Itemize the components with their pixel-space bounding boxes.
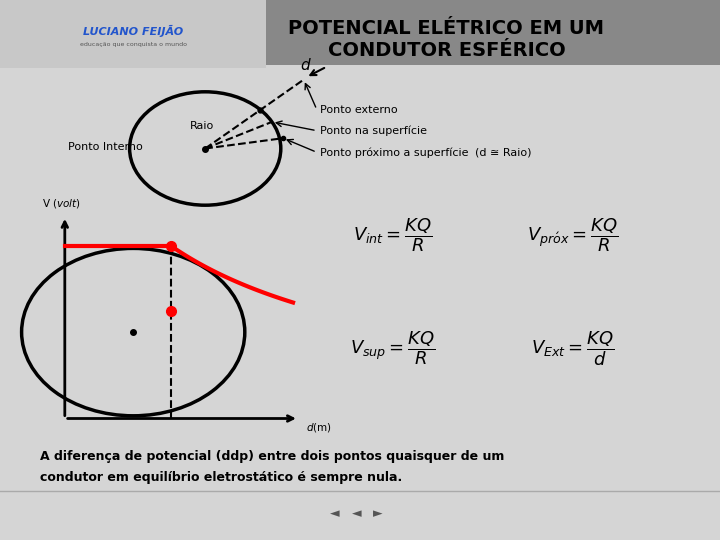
Text: V ($volt$): V ($volt$): [42, 197, 81, 210]
Text: educação que conquista o mundo: educação que conquista o mundo: [80, 42, 186, 47]
FancyBboxPatch shape: [0, 0, 720, 65]
Text: $d$(m): $d$(m): [306, 421, 332, 434]
Text: CONDUTOR ESFÉRICO: CONDUTOR ESFÉRICO: [328, 41, 565, 60]
Text: Ponto Interno: Ponto Interno: [68, 142, 143, 152]
FancyBboxPatch shape: [0, 0, 266, 68]
Text: POTENCIAL ELÉTRICO EM UM: POTENCIAL ELÉTRICO EM UM: [289, 19, 604, 38]
Text: Ponto próximo a superfície: Ponto próximo a superfície: [320, 147, 469, 158]
Text: condutor em equilíbrio eletrostático é sempre nula.: condutor em equilíbrio eletrostático é s…: [40, 471, 402, 484]
Text: Raio: Raio: [189, 121, 214, 131]
Text: A diferença de potencial (ddp) entre dois pontos quaisquer de um: A diferença de potencial (ddp) entre doi…: [40, 450, 504, 463]
Text: Ponto externo: Ponto externo: [320, 105, 398, 114]
Text: ►: ►: [373, 508, 383, 521]
Text: $V_{sup} = \dfrac{KQ}{R}$: $V_{sup} = \dfrac{KQ}{R}$: [350, 329, 435, 367]
Text: $V_{Ext} = \dfrac{KQ}{d}$: $V_{Ext} = \dfrac{KQ}{d}$: [531, 329, 614, 368]
Text: LUCIANO FEIJÃO: LUCIANO FEIJÃO: [83, 25, 184, 37]
Text: $d$: $d$: [300, 57, 312, 72]
Text: Ponto na superfície: Ponto na superfície: [320, 125, 428, 136]
Text: ◄: ◄: [351, 508, 361, 521]
Text: (d ≅ Raio): (d ≅ Raio): [475, 147, 531, 157]
Text: $V_{pr\acute{o}x} = \dfrac{KQ}{R}$: $V_{pr\acute{o}x} = \dfrac{KQ}{R}$: [527, 216, 618, 254]
Text: ◄: ◄: [330, 508, 340, 521]
Text: $V_{int} = \dfrac{KQ}{R}$: $V_{int} = \dfrac{KQ}{R}$: [353, 216, 432, 254]
FancyBboxPatch shape: [0, 65, 720, 540]
